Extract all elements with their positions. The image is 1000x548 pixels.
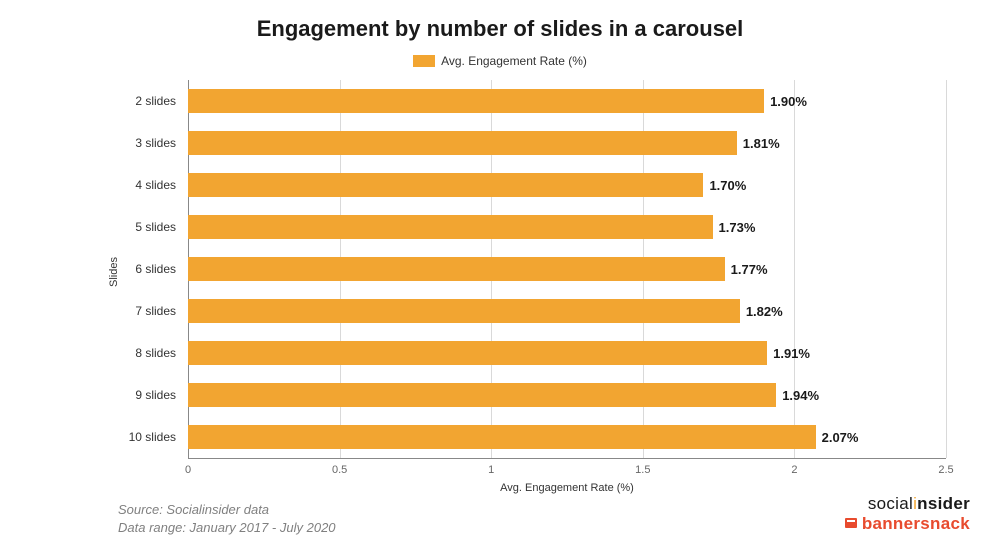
y-tick-label: 6 slides (0, 262, 176, 276)
bar (188, 173, 703, 197)
chart-title: Engagement by number of slides in a caro… (0, 16, 1000, 42)
bar (188, 425, 816, 449)
x-tick-label: 1.5 (635, 464, 650, 476)
bar-value-label: 1.94% (782, 388, 819, 403)
branding-block: socialinsider bannersnack (844, 494, 970, 535)
x-tick-label: 0.5 (332, 464, 347, 476)
y-tick-label: 7 slides (0, 304, 176, 318)
bar-value-label: 1.82% (746, 304, 783, 319)
bannersnack-label: bannersnack (862, 514, 970, 533)
y-tick-label: 2 slides (0, 94, 176, 108)
y-tick-label: 10 slides (0, 430, 176, 444)
y-tick-label: 5 slides (0, 220, 176, 234)
x-axis-line (188, 458, 946, 459)
y-tick-label: 8 slides (0, 346, 176, 360)
bar-value-label: 2.07% (822, 430, 859, 445)
bar (188, 215, 713, 239)
bar (188, 257, 725, 281)
bar-value-label: 1.81% (743, 136, 780, 151)
bar (188, 131, 737, 155)
bannersnack-logo: bannersnack (844, 514, 970, 535)
y-tick-label: 3 slides (0, 136, 176, 150)
legend-label: Avg. Engagement Rate (%) (441, 54, 587, 68)
bar (188, 299, 740, 323)
bar-value-label: 1.73% (719, 220, 756, 235)
x-tick-label: 1 (488, 464, 494, 476)
x-tick-label: 2 (791, 464, 797, 476)
bannersnack-icon (844, 515, 858, 535)
x-tick-label: 2.5 (938, 464, 953, 476)
socialinsider-prefix: social (868, 494, 913, 513)
x-axis-label: Avg. Engagement Rate (%) (188, 482, 946, 494)
gridline (946, 80, 947, 458)
bar-value-label: 1.90% (770, 94, 807, 109)
bar (188, 341, 767, 365)
bar-value-label: 1.70% (709, 178, 746, 193)
y-tick-label: 4 slides (0, 178, 176, 192)
bar-value-label: 1.77% (731, 262, 768, 277)
socialinsider-logo: socialinsider (844, 494, 970, 514)
bar-value-label: 1.91% (773, 346, 810, 361)
chart-legend: Avg. Engagement Rate (%) (0, 54, 1000, 72)
bar (188, 383, 776, 407)
source-line-2: Data range: January 2017 - July 2020 (118, 520, 336, 535)
y-tick-label: 9 slides (0, 388, 176, 402)
source-line-1: Source: Socialinsider data (118, 502, 269, 517)
bar (188, 89, 764, 113)
chart-plot-area: 1.90% 1.81% 1.70% 1.73% 1.77% 1.82% 1.91% 1.94%… (188, 80, 946, 458)
legend-swatch (413, 55, 435, 67)
socialinsider-suffix: nsider (917, 494, 970, 513)
x-tick-label: 0 (185, 464, 191, 476)
legend-item: Avg. Engagement Rate (%) (413, 54, 587, 68)
